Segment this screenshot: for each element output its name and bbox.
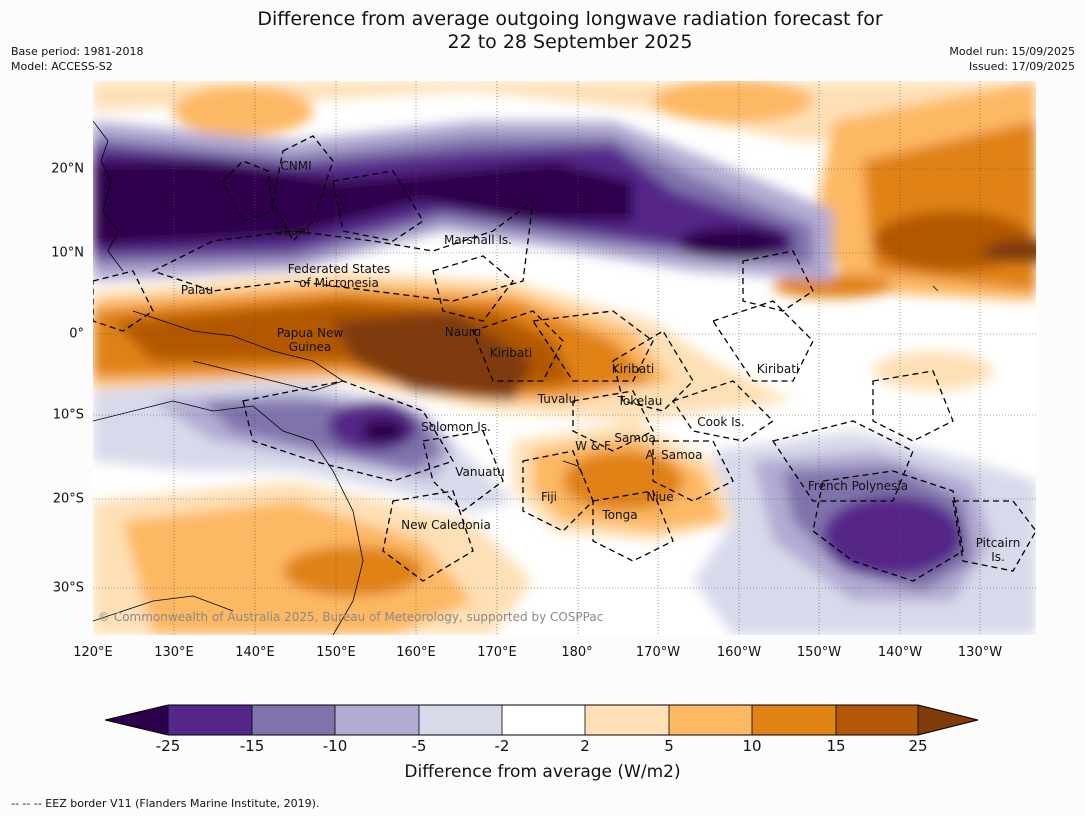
label-fiji: Fiji bbox=[540, 490, 558, 504]
colorbar-segment bbox=[669, 705, 752, 735]
model-run: Model run: 15/09/2025 bbox=[949, 45, 1075, 58]
colorbar-tick-label: 2 bbox=[580, 737, 590, 755]
x-tick-label: 150°E bbox=[316, 645, 356, 660]
olr-anomaly-map bbox=[93, 81, 1036, 635]
label-french-polynesia: French Polynesia bbox=[807, 479, 909, 493]
y-tick-label: 30°S bbox=[52, 580, 84, 596]
anomaly-field bbox=[93, 81, 1036, 635]
coastlines bbox=[93, 120, 939, 635]
x-tick-label: 170°E bbox=[477, 645, 517, 660]
chart-title: Difference from average outgoing longwav… bbox=[0, 8, 1085, 54]
x-tick-label: 150°W bbox=[796, 645, 842, 660]
label-solomon-islands: Solomon Is. bbox=[421, 420, 491, 434]
colorbar-segment bbox=[502, 705, 585, 735]
base-period: Base period: 1981-2018 bbox=[11, 45, 144, 58]
label-kiribati-east: Kiribati bbox=[756, 362, 800, 376]
label-tokelau: Tokelau bbox=[617, 394, 663, 408]
colorbar-tick-label: -15 bbox=[239, 737, 265, 755]
x-tick-label: 140°E bbox=[235, 645, 275, 660]
colorbar-tick-label: 15 bbox=[826, 737, 846, 755]
colorbar-extend-high bbox=[918, 705, 978, 735]
title-line-2: 22 to 28 September 2025 bbox=[447, 31, 693, 53]
y-tick-label: 20°S bbox=[52, 491, 84, 507]
colorbar-segment bbox=[836, 705, 918, 735]
copyright-notice: © Commonwealth of Australia 2025, Bureau… bbox=[98, 610, 604, 624]
colorbar-title: Difference from average (W/m2) bbox=[404, 762, 681, 782]
model-name: Model: ACCESS-S2 bbox=[11, 60, 113, 73]
x-tick-label: 160°E bbox=[396, 645, 436, 660]
label-png-line1: Papua New bbox=[276, 326, 344, 340]
x-tick-label: 180° bbox=[561, 645, 593, 660]
y-tick-label: 10°N bbox=[51, 245, 84, 261]
label-marshall-islands: Marshall Is. bbox=[444, 233, 512, 247]
x-tick-label: 130°E bbox=[154, 645, 194, 660]
x-tick-label: 160°W bbox=[716, 645, 762, 660]
colorbar-tick-label: -2 bbox=[494, 737, 510, 755]
colorbar-segment bbox=[252, 705, 335, 735]
colorbar bbox=[105, 704, 979, 736]
eez-borders bbox=[93, 135, 1036, 582]
colorbar-segment bbox=[335, 705, 419, 735]
map-panel bbox=[93, 81, 1036, 635]
graticule bbox=[93, 81, 1036, 635]
label-nauru: Nauru bbox=[444, 325, 482, 339]
label-cnmi: CNMI bbox=[280, 159, 312, 173]
colorbar-tick-label: -10 bbox=[322, 737, 348, 755]
colorbar-tick-label: 25 bbox=[908, 737, 928, 755]
x-tick-label: 130°W bbox=[957, 645, 1003, 660]
label-pitcairn-line1: Pitcairn bbox=[975, 536, 1021, 550]
colorbar-tick-label: 5 bbox=[664, 737, 674, 755]
label-kiribati-west: Kiribati bbox=[489, 346, 533, 360]
label-american-samoa: A. Samoa bbox=[645, 448, 703, 462]
colorbar-segment bbox=[752, 705, 836, 735]
colorbar-dividers bbox=[167, 705, 919, 735]
colorbar-tick-label: 10 bbox=[742, 737, 762, 755]
colorbar-segment bbox=[168, 705, 252, 735]
colorbar-extend-low bbox=[105, 705, 168, 735]
x-tick-label: 120°E bbox=[73, 645, 113, 660]
issued-date: Issued: 17/09/2025 bbox=[968, 60, 1075, 73]
y-tick-label: 0° bbox=[69, 326, 84, 342]
x-tick-label: 140°W bbox=[877, 645, 923, 660]
label-pitcairn-line2: Is. bbox=[991, 550, 1005, 564]
label-wallis-futuna: W & F bbox=[575, 439, 611, 453]
label-kiribati-central: Kiribati bbox=[611, 362, 655, 376]
label-samoa: Samoa bbox=[614, 431, 656, 445]
label-cook-islands: Cook Is. bbox=[697, 415, 745, 429]
eez-legend-note: -- -- -- EEZ border V11 (Flanders Marine… bbox=[11, 797, 320, 810]
colorbar-segment bbox=[419, 705, 502, 735]
x-tick-label: 170°W bbox=[635, 645, 681, 660]
meta-right: Model run: 15/09/2025 Issued: 17/09/2025 bbox=[949, 44, 1075, 74]
y-tick-label: 10°S bbox=[52, 407, 84, 423]
label-guam: Guam bbox=[274, 224, 310, 238]
label-tuvalu: Tuvalu bbox=[537, 392, 577, 406]
label-vanuatu: Vanuatu bbox=[455, 465, 505, 479]
title-line-1: Difference from average outgoing longwav… bbox=[257, 8, 883, 30]
label-png-line2: Guinea bbox=[288, 340, 332, 354]
label-micronesia-line2: of Micronesia bbox=[299, 276, 379, 290]
colorbar-tick-label: -25 bbox=[155, 737, 181, 755]
colorbar-segment bbox=[585, 705, 669, 735]
meta-left: Base period: 1981-2018 Model: ACCESS-S2 bbox=[11, 44, 143, 74]
label-new-caledonia: New Caledonia bbox=[401, 518, 491, 532]
label-niue: Niue bbox=[646, 490, 674, 504]
label-tonga: Tonga bbox=[602, 508, 638, 522]
label-palau: Palau bbox=[180, 283, 214, 297]
label-micronesia-line1: Federated States bbox=[287, 262, 391, 276]
colorbar-tick-label: -5 bbox=[411, 737, 427, 755]
y-tick-label: 20°N bbox=[51, 161, 84, 177]
